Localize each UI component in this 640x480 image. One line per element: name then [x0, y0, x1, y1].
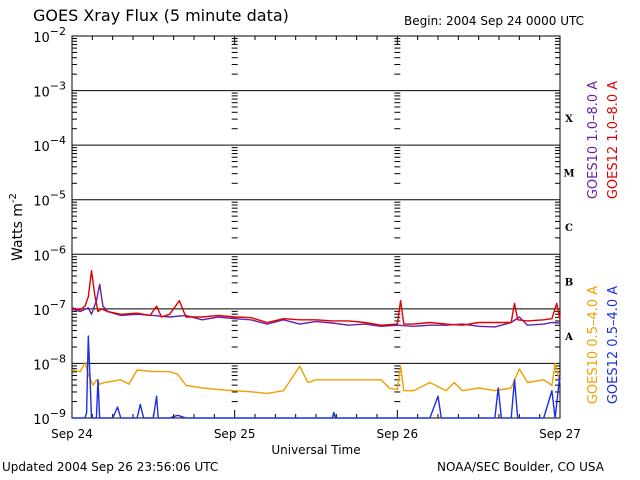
x-tick-label: Sep 24	[51, 427, 93, 441]
series-line-1	[71, 283, 561, 328]
x-tick-label: Sep 25	[214, 427, 256, 441]
y-axis-label: Watts m-2	[8, 193, 26, 261]
series-line-2	[71, 270, 561, 326]
chart-title: GOES Xray Flux (5 minute data)	[33, 6, 289, 25]
plot-frame	[71, 35, 561, 419]
legend-entry: GOES10 0.5–4.0 A	[586, 286, 601, 404]
series-line-3	[71, 361, 561, 395]
flare-class-label: X	[565, 114, 573, 125]
y-tick-label: 10−3	[33, 80, 66, 101]
y-tick-label: 10−9	[33, 407, 66, 428]
updated-timestamp: Updated 2004 Sep 26 23:56:06 UTC	[2, 460, 219, 474]
begin-time-label: Begin: 2004 Sep 24 0000 UTC	[404, 14, 585, 28]
legend-entry: GOES12 1.0–8.0 A	[606, 81, 621, 199]
x-axis-label: Universal Time	[271, 443, 360, 457]
x-tick-label: Sep 27	[539, 427, 581, 441]
credit-label: NOAA/SEC Boulder, CO USA	[437, 460, 604, 474]
y-tick-label: 10−4	[33, 134, 66, 155]
flare-class-label: A	[564, 332, 573, 343]
y-tick-label: 10−7	[33, 298, 66, 319]
legend-entry: GOES12 0.5–4.0 A	[606, 286, 621, 404]
flare-class-label: M	[563, 168, 574, 179]
y-tick-label: 10−2	[33, 25, 66, 46]
y-tick-label: 10−6	[33, 243, 66, 264]
series-line-4	[72, 335, 561, 419]
flare-class-label: C	[565, 223, 573, 234]
y-tick-label: 10−8	[33, 352, 66, 373]
y-tick-label: 10−5	[33, 189, 66, 210]
legend-entry: GOES10 1.0–8.0 A	[586, 81, 601, 199]
flare-class-label: B	[565, 278, 573, 289]
x-tick-label: Sep 26	[376, 427, 418, 441]
